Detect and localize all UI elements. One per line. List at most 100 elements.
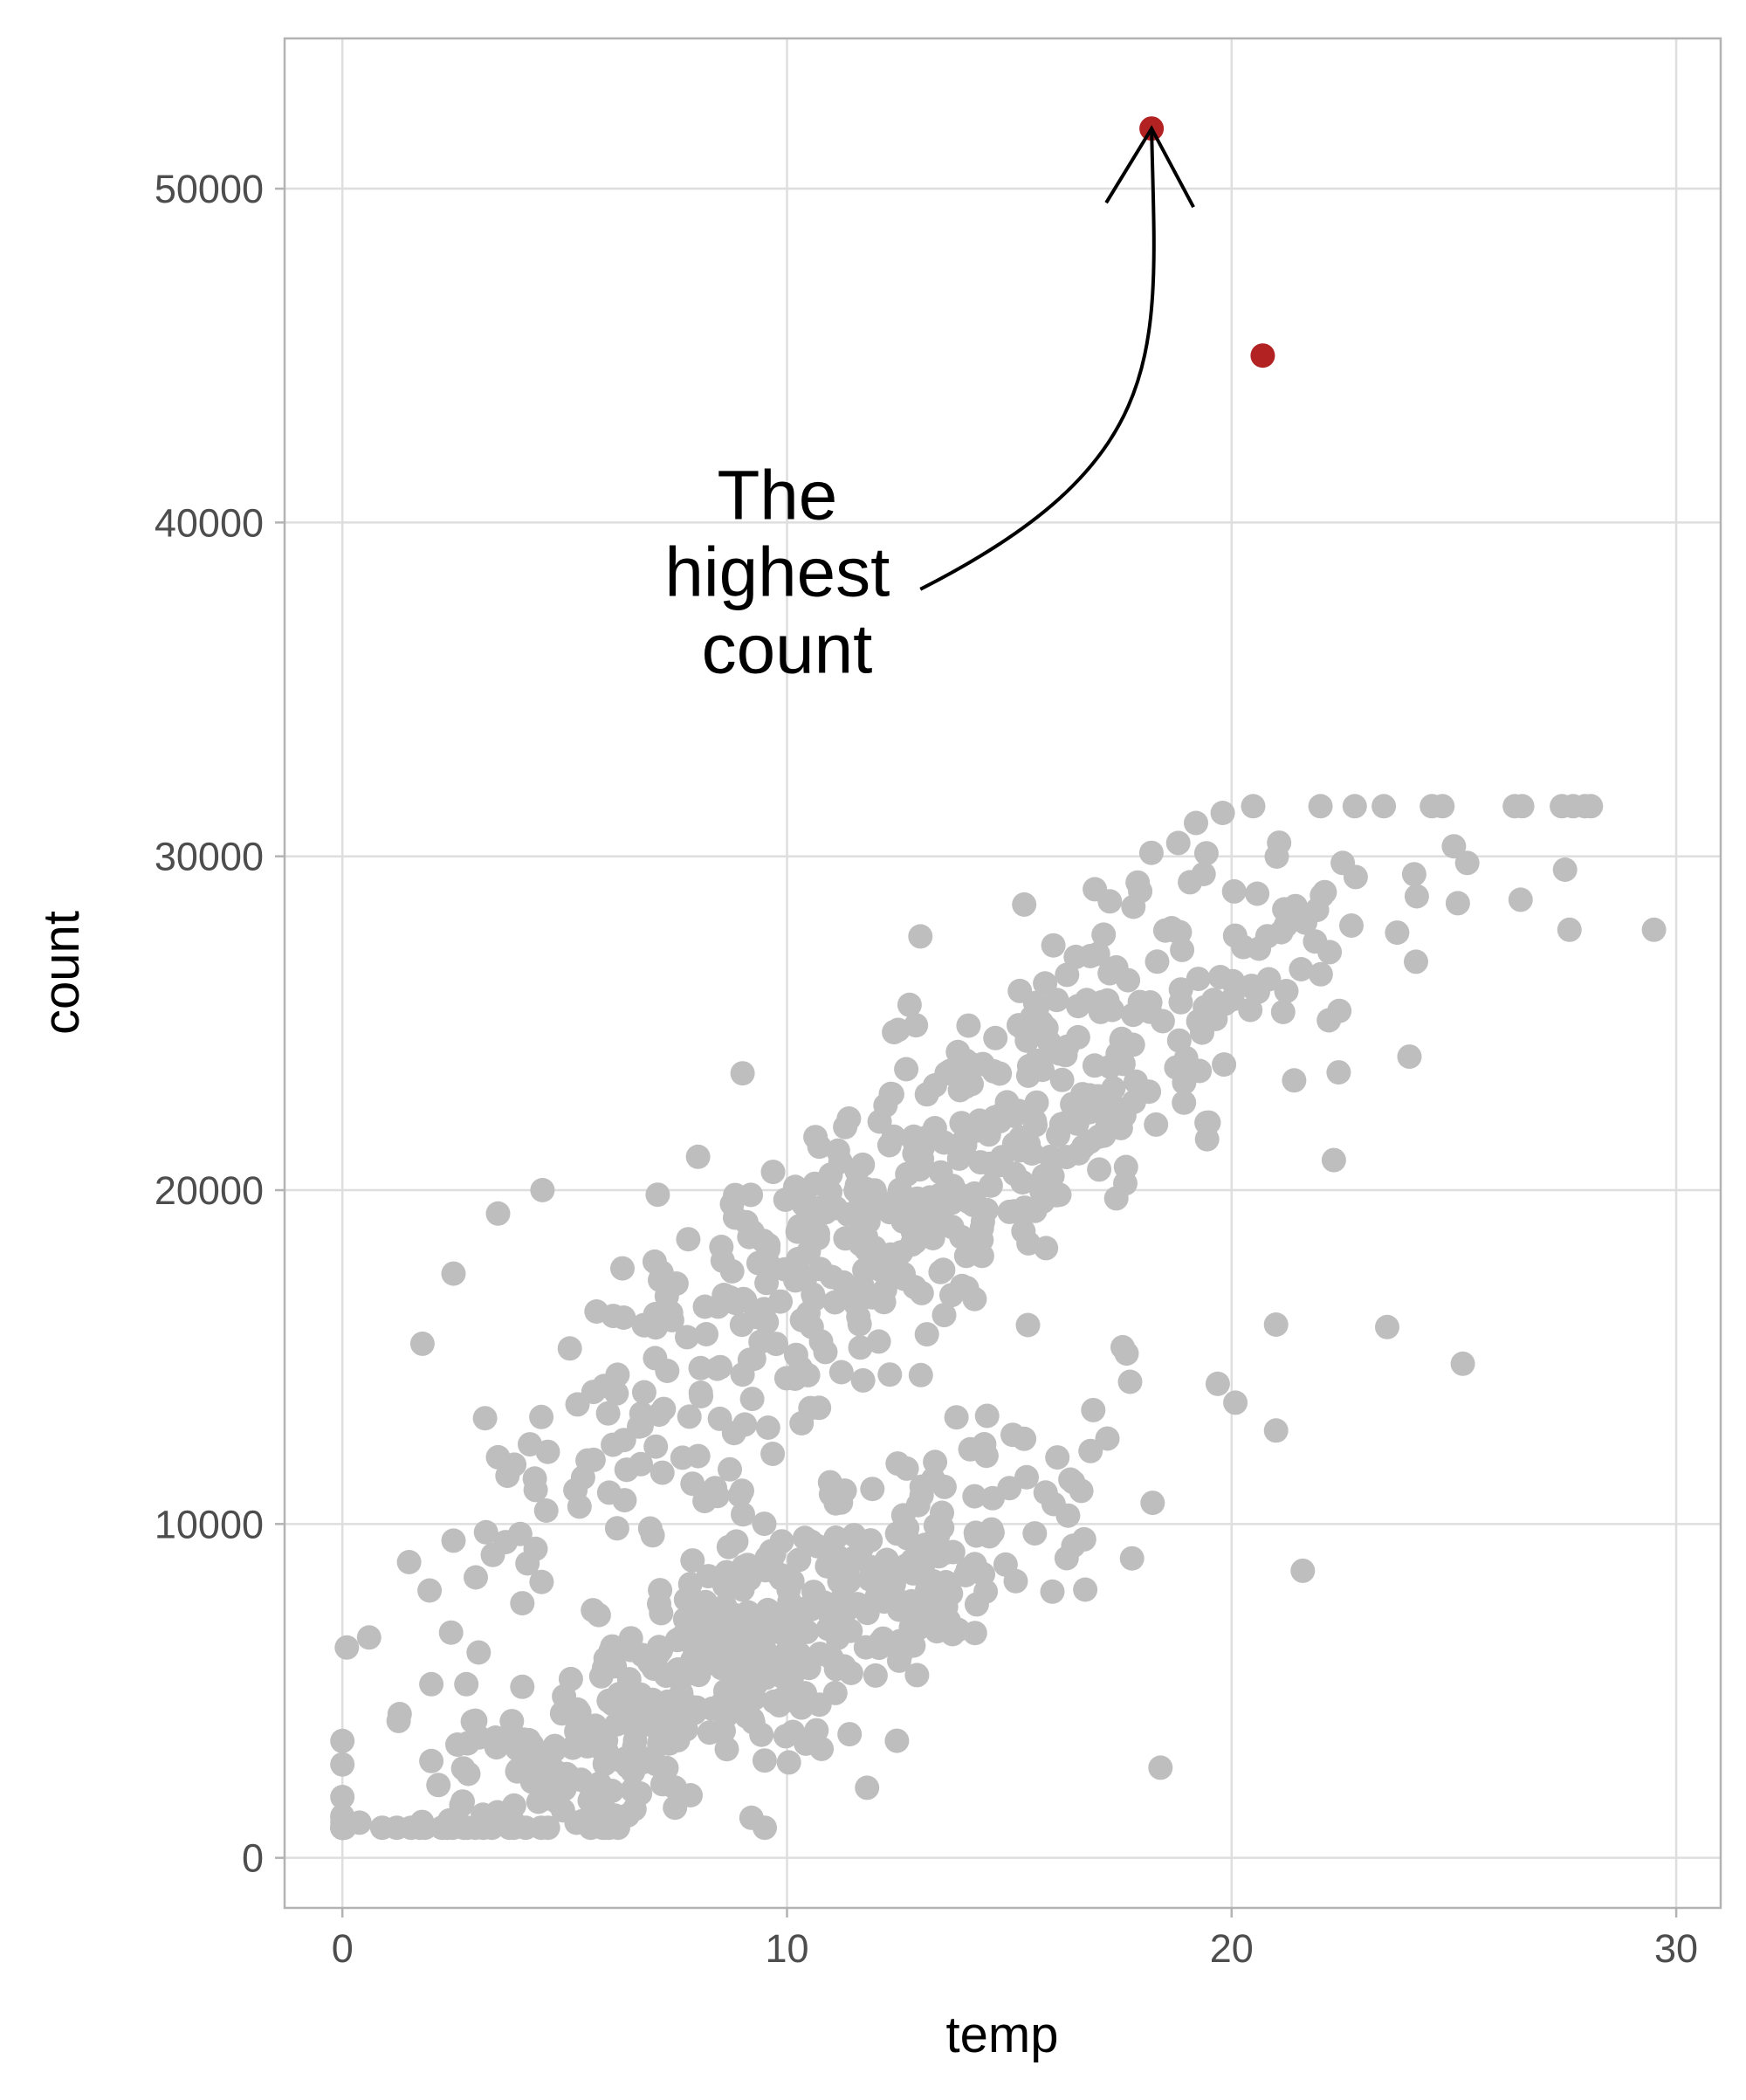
data-point: [752, 1511, 777, 1537]
data-point: [850, 1367, 876, 1393]
data-point: [849, 1536, 874, 1561]
data-point: [836, 1106, 862, 1131]
plot-panel-background: [285, 38, 1721, 1908]
data-point: [628, 1682, 653, 1707]
data-point: [1048, 1112, 1074, 1137]
data-point: [455, 1731, 480, 1756]
y-axis: 0 10000 20000 30000 40000 50000: [155, 167, 285, 1881]
data-point: [962, 1621, 987, 1646]
data-point: [1397, 1044, 1422, 1070]
data-point: [754, 1270, 780, 1296]
data-point: [535, 1439, 560, 1464]
data-point: [1241, 794, 1266, 819]
data-point: [960, 1052, 986, 1078]
data-point: [962, 1484, 987, 1509]
data-point: [330, 1805, 355, 1830]
data-point: [1552, 857, 1578, 882]
data-point: [471, 1802, 496, 1828]
data-point: [629, 1414, 654, 1438]
data-point: [558, 1666, 583, 1691]
data-point: [739, 1805, 764, 1830]
data-point: [1095, 1426, 1120, 1451]
data-point: [809, 1736, 835, 1761]
data-point: [677, 1404, 702, 1429]
data-point: [907, 1157, 932, 1182]
data-point: [969, 1243, 994, 1269]
data-point: [906, 1219, 931, 1244]
data-point: [1186, 967, 1211, 992]
data-point: [739, 1387, 765, 1412]
data-point: [682, 1636, 707, 1662]
data-point: [1330, 850, 1356, 876]
data-point: [529, 1569, 554, 1594]
data-point: [859, 1284, 884, 1310]
data-point: [622, 1796, 647, 1821]
data-point: [632, 1312, 657, 1338]
data-point: [463, 1708, 488, 1733]
data-point: [565, 1392, 590, 1417]
data-point: [575, 1448, 601, 1473]
data-point: [705, 1356, 730, 1381]
data-point: [1222, 923, 1248, 948]
data-point: [330, 1785, 355, 1809]
data-point: [753, 1616, 779, 1641]
data-point: [1041, 933, 1066, 958]
data-point: [1502, 794, 1528, 819]
data-point: [822, 1290, 848, 1315]
data-point: [1066, 994, 1090, 1019]
data-point: [1327, 998, 1352, 1023]
data-point: [729, 1312, 754, 1338]
x-tick-label: 30: [1654, 1926, 1698, 1971]
data-point: [768, 1289, 793, 1314]
data-point: [808, 1642, 833, 1667]
data-point: [694, 1322, 718, 1346]
data-point: [684, 1695, 709, 1720]
data-point: [1140, 1491, 1165, 1516]
data-point: [552, 1776, 577, 1801]
data-point: [855, 1775, 880, 1800]
data-point: [497, 1815, 522, 1841]
data-point: [801, 1580, 826, 1605]
data-point: [939, 1190, 964, 1215]
data-point: [837, 1722, 863, 1747]
data-point: [719, 1258, 745, 1284]
y-tick-label: 10000: [155, 1502, 264, 1546]
data-point: [730, 1061, 755, 1086]
data-point: [1193, 841, 1219, 866]
data-point: [409, 1331, 435, 1356]
data-point: [877, 1362, 903, 1387]
data-point: [931, 1130, 957, 1155]
data-point: [866, 1329, 891, 1354]
data-point: [1178, 870, 1203, 895]
data-point: [480, 1542, 505, 1567]
plot-panel-border: [283, 37, 1722, 1910]
data-point: [1103, 1186, 1129, 1211]
data-point: [1124, 1069, 1148, 1094]
data-point: [760, 1160, 786, 1185]
data-point: [1203, 1007, 1228, 1031]
data-point: [680, 1548, 705, 1573]
y-tick-label: 40000: [155, 500, 264, 545]
data-point: [709, 1235, 734, 1259]
data-point: [599, 1779, 624, 1803]
data-point: [643, 1697, 669, 1722]
data-point: [1205, 1371, 1230, 1396]
data-point: [940, 1621, 966, 1647]
data-point: [510, 1591, 535, 1616]
data-point: [1022, 1521, 1048, 1546]
data-point: [507, 1521, 533, 1546]
data-point: [1117, 1369, 1143, 1394]
data-point: [753, 1250, 779, 1276]
data-point: [781, 1601, 807, 1627]
data-point: [1007, 978, 1033, 1003]
data-point: [1454, 850, 1480, 876]
data-point: [803, 1125, 828, 1150]
data-point: [716, 1534, 741, 1560]
data-point: [902, 1275, 927, 1300]
data-point: [426, 1773, 451, 1798]
data-point: [565, 1725, 590, 1751]
data-point: [823, 1656, 849, 1682]
data-point: [1441, 834, 1467, 859]
data-point: [1578, 794, 1604, 819]
data-point: [931, 1303, 957, 1328]
